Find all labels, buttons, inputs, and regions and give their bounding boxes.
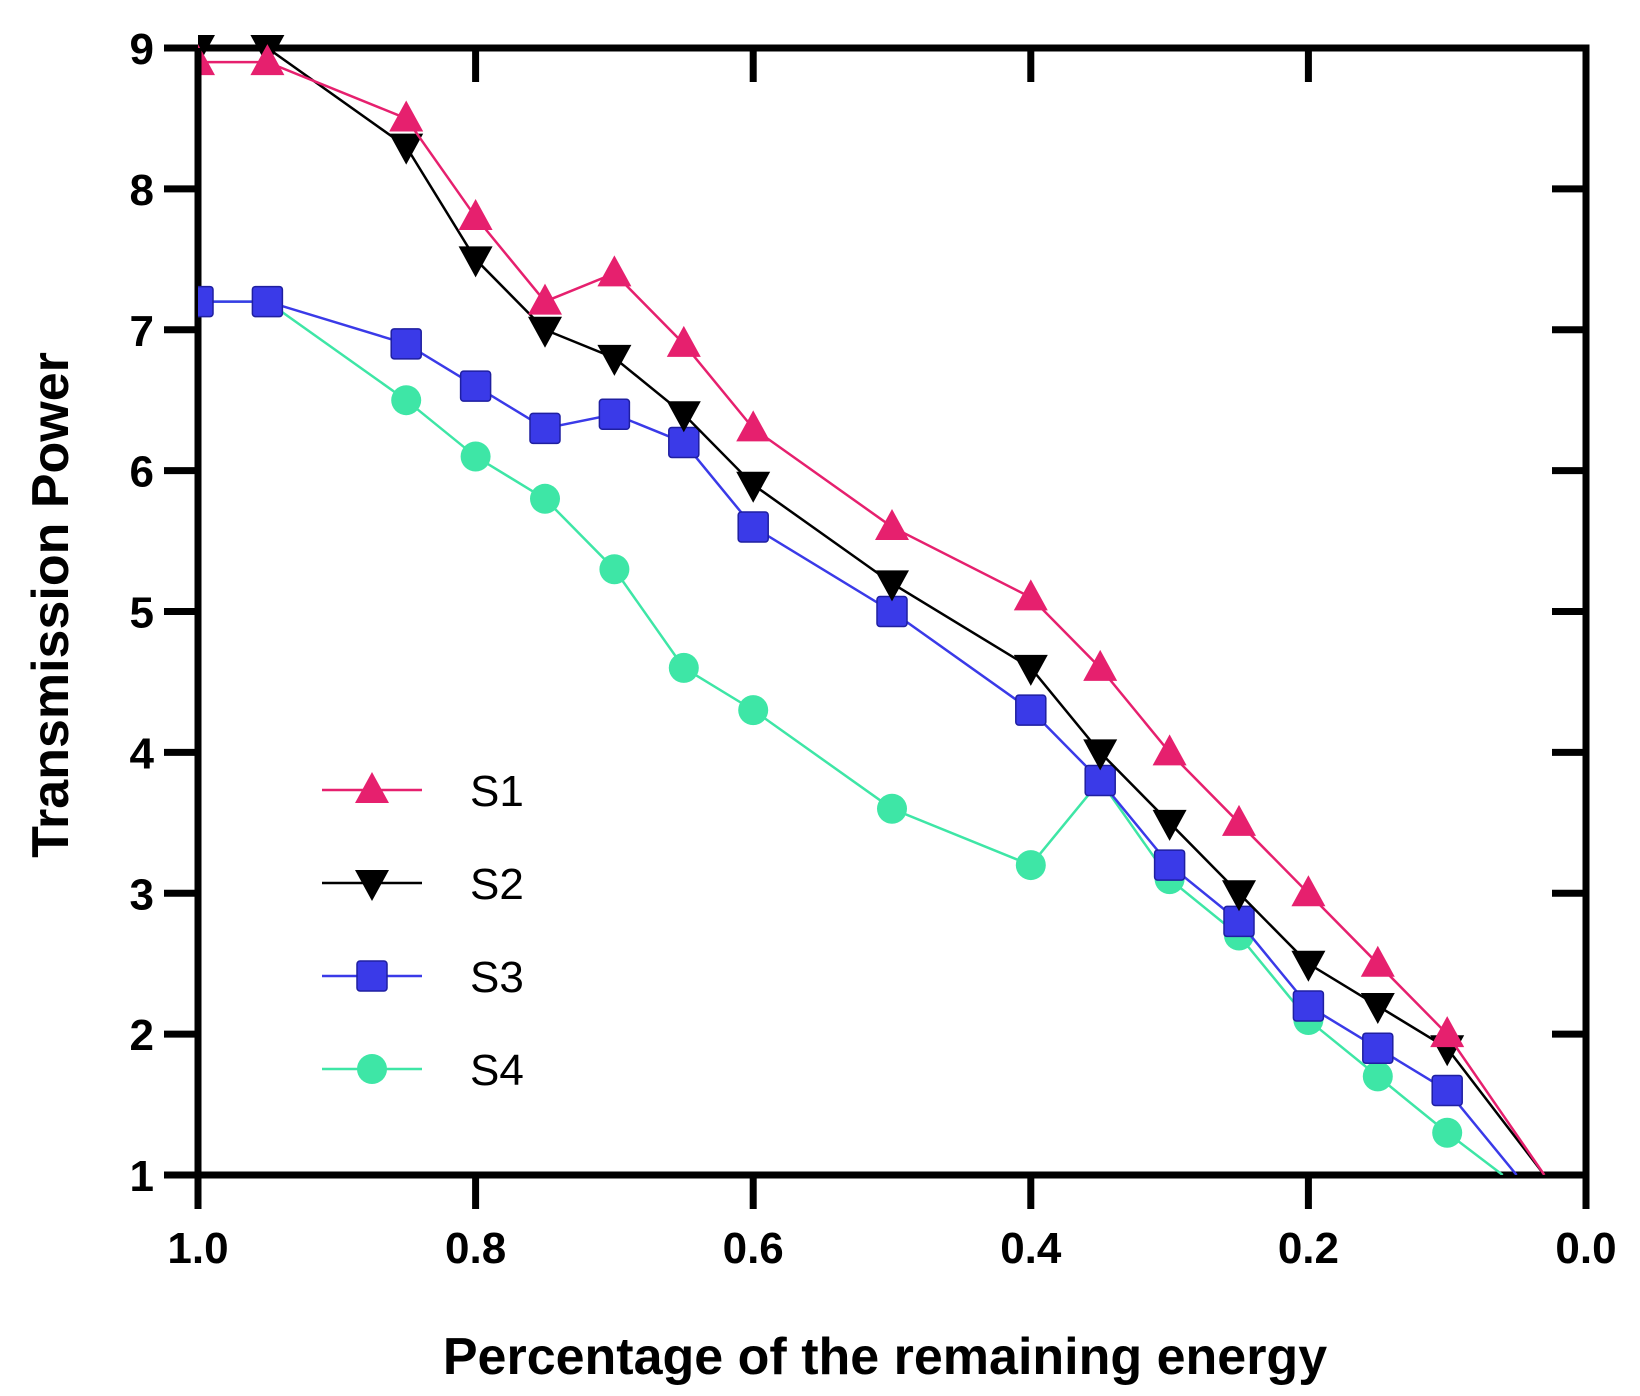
series-s4-point [877, 793, 907, 824]
series-s1-point [1291, 875, 1326, 907]
legend-label-s2: S2 [470, 860, 524, 909]
series-s3-point [529, 412, 561, 445]
series-s2-point [458, 246, 493, 278]
series-s4-point [391, 385, 422, 416]
series-s2-point [1083, 739, 1118, 771]
legend-marker-s4 [357, 1054, 387, 1084]
series-s1-point [875, 508, 909, 540]
series-s1-point [1083, 649, 1118, 681]
series-s1-line [198, 60, 1546, 1175]
series-s4-point [1015, 850, 1046, 881]
series-s1-point [198, 44, 215, 76]
y-tick-label: 7 [130, 307, 154, 356]
series-s3-point [737, 511, 769, 543]
series-s4-point [668, 652, 699, 683]
x-axis-title: Percentage of the remaining energy [443, 1328, 1327, 1386]
y-tick-label: 2 [130, 1011, 154, 1060]
series-s4-line [198, 300, 1504, 1175]
series-s4-point [599, 554, 630, 585]
legend: S1 S2 S3 S4 [322, 767, 524, 1095]
y-tick-label: 3 [130, 870, 154, 919]
legend-item-s2: S2 [322, 860, 524, 909]
series-s3-line [198, 300, 1518, 1175]
series-s1-point [666, 325, 701, 357]
series-s2-point [1291, 950, 1326, 982]
series-s4 [198, 286, 1504, 1175]
series-s1-point [1013, 579, 1048, 611]
legend-label-s1: S1 [470, 767, 524, 816]
series-s3-point [459, 370, 492, 402]
series-s2-point [1360, 992, 1395, 1024]
series-s3-point [1292, 990, 1325, 1022]
series-s3-point [390, 328, 422, 360]
x-tick-label: 0.4 [1000, 1224, 1062, 1273]
x-tick-label: 0.0 [1555, 1224, 1616, 1273]
series-s3-point [251, 285, 284, 318]
series-s3-point [1153, 849, 1186, 881]
series-s3-point [198, 285, 214, 318]
series-layer [198, 35, 1546, 1175]
series-s1-point [736, 410, 771, 442]
legend-label-s4: S4 [470, 1046, 524, 1095]
series-s4-point [1362, 1061, 1393, 1092]
series-s1-point [528, 283, 562, 315]
x-tick-label: 0.6 [723, 1224, 784, 1273]
series-s1-point [458, 199, 493, 231]
series-s2 [198, 35, 1546, 1175]
ticks-layer: 1.0 0.8 0.6 0.4 0.2 0.0 1 2 3 4 5 6 7 8 9 [130, 25, 1617, 1273]
y-tick-label: 4 [130, 729, 155, 778]
y-tick-label: 1 [130, 1152, 154, 1201]
series-s2-point [1222, 880, 1256, 912]
series-s2-point [528, 316, 562, 348]
y-tick-label: 6 [130, 448, 154, 497]
y-tick-label: 5 [130, 589, 154, 638]
series-s1-point [597, 255, 632, 287]
legend-item-s1: S1 [322, 767, 524, 816]
series-s4-point [460, 441, 491, 472]
series-s2-line [198, 46, 1546, 1175]
y-tick-label: 9 [130, 25, 154, 74]
series-s3-point [1362, 1032, 1394, 1064]
series-s4-point [738, 695, 769, 726]
legend-marker-s3 [356, 960, 388, 992]
legend-marker-s1 [355, 772, 389, 803]
series-s3-point [1015, 694, 1047, 726]
series-s1-point [1360, 945, 1395, 977]
legend-label-s3: S3 [470, 953, 524, 1002]
series-s1-point [1222, 804, 1256, 836]
series-s3-point [598, 398, 631, 431]
series-s2-point [389, 133, 424, 165]
series-s1-point [1430, 1016, 1465, 1048]
x-tick-label: 0.8 [445, 1224, 506, 1273]
series-s2-point [1013, 654, 1048, 686]
x-tick-label: 0.2 [1278, 1224, 1339, 1273]
y-tick-label: 8 [130, 166, 154, 215]
series-s1-point [389, 100, 424, 132]
series-s4-point [530, 483, 560, 514]
series-s1-point [1152, 734, 1187, 766]
series-s2-point [1152, 809, 1187, 841]
legend-item-s4: S4 [322, 1046, 524, 1095]
series-s1-point [250, 44, 285, 76]
series-s2-point [875, 570, 909, 602]
x-tick-label: 1.0 [167, 1224, 228, 1273]
series-s2-point [736, 471, 771, 503]
legend-item-s3: S3 [322, 953, 524, 1002]
series-s2-point [597, 344, 632, 376]
series-s3 [198, 285, 1518, 1175]
series-s1 [198, 44, 1546, 1175]
series-s2-point [666, 401, 701, 433]
series-s4-point [1432, 1117, 1463, 1148]
y-axis-title: Transmission Power [22, 352, 80, 858]
legend-marker-s2 [355, 870, 389, 901]
series-s3-point [1431, 1074, 1463, 1107]
